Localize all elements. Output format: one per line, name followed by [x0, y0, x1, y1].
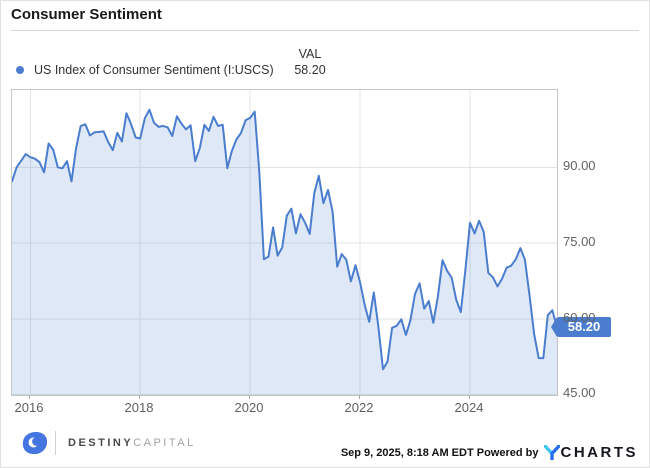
x-axis-label: 2018	[124, 400, 154, 415]
timestamp: Sep 9, 2025, 8:18 AM EDT	[340, 446, 474, 459]
page-title: Consumer Sentiment	[11, 6, 162, 23]
x-axis-tick	[249, 395, 250, 399]
val-column-header: VAL	[298, 47, 322, 61]
x-axis-tick	[469, 395, 470, 399]
val-current-value: 58.20	[294, 63, 326, 77]
brand-light-text: CAPITAL	[133, 437, 196, 449]
ycharts-logo[interactable]: CHARTS	[543, 444, 639, 461]
brand-bold-text: DESTINY	[68, 437, 134, 449]
last-value-badge: 58.20	[551, 317, 611, 337]
plot-area[interactable]	[11, 89, 558, 396]
series-color-dot-icon	[16, 66, 24, 74]
ycharts-y-icon	[543, 445, 560, 460]
y-axis-label: 90.00	[563, 158, 596, 174]
x-axis-label: 2016	[14, 400, 44, 415]
destiny-capital-wordmark: DESTINYCAPITAL	[68, 437, 196, 449]
y-axis-label: 45.00	[563, 385, 596, 401]
series-legend-label[interactable]: US Index of Consumer Sentiment (I:USCS)	[34, 63, 274, 77]
powered-by-text: Powered by	[476, 446, 539, 459]
x-axis-tick	[139, 395, 140, 399]
footer-attribution: Sep 9, 2025, 8:18 AM EDT Powered by CHAR…	[341, 444, 638, 461]
destiny-capital-logo-icon	[22, 431, 48, 455]
sentiment-area-chart	[12, 90, 557, 395]
footer-divider	[55, 431, 56, 455]
x-axis-tick	[359, 395, 360, 399]
x-axis-label: 2024	[454, 400, 484, 415]
x-axis-tick	[29, 395, 30, 399]
y-axis-label: 60.00	[563, 309, 596, 325]
y-axis-label: 75.00	[563, 234, 596, 249]
x-axis-label: 2022	[344, 400, 374, 415]
title-divider	[11, 30, 639, 31]
x-axis-label: 2020	[234, 400, 264, 415]
ycharts-wordmark: CHARTS	[560, 444, 638, 461]
